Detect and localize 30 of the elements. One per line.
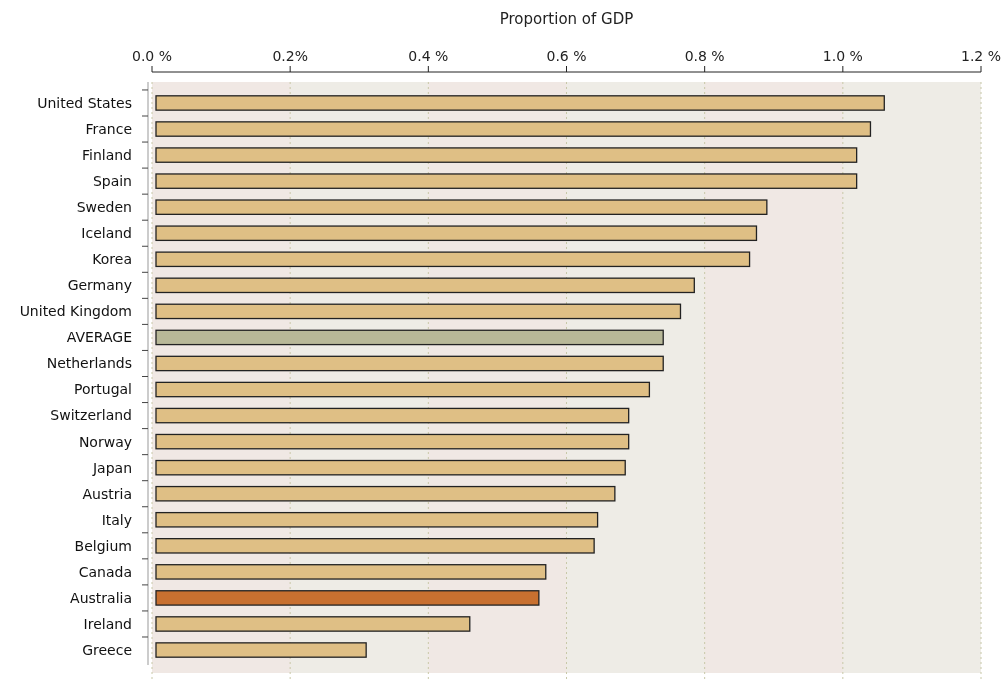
x-axis-title: Proportion of GDP	[499, 10, 634, 28]
y-tick-label: United States	[37, 94, 132, 111]
y-tick-label: Greece	[82, 641, 132, 658]
y-tick-label: France	[85, 120, 132, 137]
y-tick-label: Australia	[70, 589, 132, 606]
y-tick-label: Canada	[78, 563, 132, 580]
x-tick-label: 0.8 %	[684, 48, 725, 64]
x-tick-label: 1.0 %	[822, 48, 863, 64]
y-tick-label: Japan	[91, 459, 132, 476]
x-tick-label: 0.4 %	[408, 48, 449, 64]
y-tick-label: Netherlands	[46, 355, 132, 372]
y-tick-label: Germany	[67, 277, 132, 294]
y-tick-label: Finland	[81, 146, 132, 163]
x-tick-label: 1.2 %	[960, 48, 1002, 64]
y-tick-label: Ireland	[83, 615, 132, 632]
y-tick-label: Austria	[82, 485, 132, 502]
y-tick-label: Spain	[92, 173, 132, 190]
x-tick-label: 0.2%	[272, 48, 308, 64]
y-tick-label: Korea	[92, 251, 132, 268]
y-tick-label: Portugal	[74, 381, 132, 398]
y-tick-label: Switzerland	[50, 407, 132, 424]
y-tick-label: Italy	[101, 511, 132, 528]
y-tick-label: United Kingdom	[19, 303, 132, 320]
y-tick-label: Norway	[78, 433, 132, 450]
y-tick-label: Sweden	[76, 199, 132, 216]
x-tick-label: 0.0 %	[131, 48, 173, 64]
y-tick-label: Belgium	[74, 537, 132, 554]
y-tick-label: Iceland	[81, 225, 132, 242]
y-tick-label: AVERAGE	[66, 329, 132, 346]
x-tick-label: 0.6 %	[546, 48, 587, 64]
